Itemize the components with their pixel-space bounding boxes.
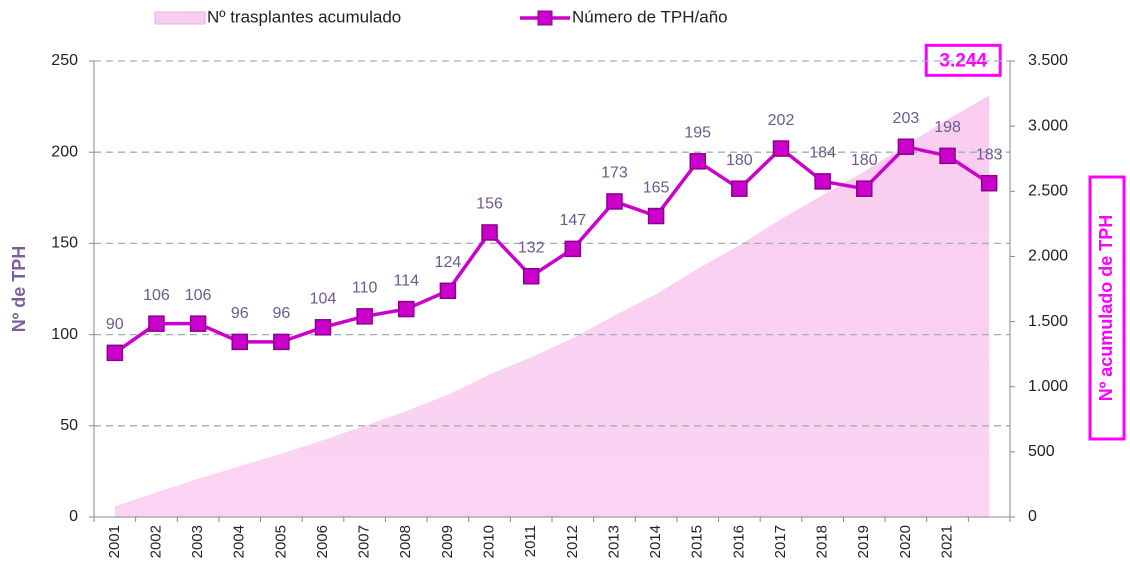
y2-axis-title: Nº acumulado de TPH: [1096, 215, 1116, 402]
data-label: 104: [310, 291, 337, 308]
marker: [273, 333, 290, 351]
area-edge: [114, 93, 990, 507]
marker: [564, 240, 582, 258]
x-tick-label: 2003: [189, 525, 206, 558]
data-label: 96: [231, 305, 249, 322]
data-label: 202: [768, 112, 795, 129]
x-tick-label: 2006: [314, 525, 331, 558]
marker: [148, 315, 165, 332]
x-tick-label: 2011: [522, 525, 539, 557]
x-tick-label: 2016: [730, 525, 747, 558]
y2-tick-label: 500: [1028, 443, 1055, 460]
y-axis-title: Nº de TPH: [9, 246, 29, 333]
y-tick-label: 100: [51, 326, 78, 343]
y-tick-label: 50: [60, 417, 78, 434]
marker: [772, 140, 790, 157]
marker: [189, 315, 207, 332]
data-label: 195: [684, 125, 711, 142]
data-label: 132: [518, 239, 545, 256]
y2-tick-label: 0: [1028, 508, 1037, 525]
marker: [897, 138, 915, 155]
data-label: 184: [809, 145, 836, 162]
y-tick-label: 250: [51, 52, 78, 69]
data-label: 198: [934, 119, 961, 136]
data-label: 203: [893, 110, 920, 127]
data-label: 106: [185, 287, 212, 304]
x-tick-label: 2014: [647, 525, 664, 558]
y2-tick-label: 3.000: [1028, 117, 1068, 134]
x-tick-label: 2001: [106, 525, 123, 558]
marker: [314, 319, 332, 336]
legend-marker: [537, 10, 553, 26]
marker: [606, 193, 623, 210]
marker: [731, 180, 748, 197]
x-tick-label: 2010: [481, 525, 498, 558]
legend-label: Número de TPH/año: [572, 7, 728, 26]
x-tick-label: 2004: [231, 525, 248, 558]
marker: [231, 333, 248, 351]
x-tick-label: 2018: [814, 525, 831, 558]
x-tick-label: 2015: [689, 525, 706, 558]
y2-tick-label: 1.500: [1028, 313, 1068, 330]
x-tick-label: 2021: [939, 525, 956, 558]
data-label: 110: [352, 280, 378, 297]
x-tick-label: 2020: [897, 525, 914, 558]
data-label: 90: [106, 316, 124, 333]
marker: [689, 153, 706, 170]
marker: [980, 174, 998, 192]
marker: [856, 180, 873, 197]
x-tick-label: 2005: [272, 525, 289, 558]
x-tick-label: 2017: [772, 525, 789, 558]
data-label: 173: [601, 165, 628, 182]
data-label: 114: [394, 272, 420, 289]
line: [113, 144, 991, 355]
y-tick-label: 0: [69, 508, 78, 525]
data-label: 147: [559, 212, 586, 229]
x-tick-label: 2009: [439, 525, 456, 558]
x-tick-label: 2008: [397, 525, 414, 558]
x-tick-label: 2012: [564, 525, 581, 558]
y2-tick-label: 1.000: [1028, 378, 1068, 395]
data-label: 180: [726, 152, 753, 169]
legend-swatch: [154, 11, 206, 25]
area: [114, 94, 990, 517]
data-label: 124: [435, 254, 462, 271]
x-tick-label: 2013: [605, 525, 622, 558]
data-label: 156: [476, 196, 503, 213]
legend-label: Nº trasplantes acumulado: [207, 7, 401, 26]
marker: [106, 344, 124, 362]
x-tick-label: 2002: [147, 525, 164, 558]
marker: [814, 173, 831, 190]
x-tick-label: 2019: [855, 525, 872, 558]
y2-tick-label: 3.500: [1028, 52, 1068, 69]
y2-tick-label: 2.000: [1028, 248, 1068, 265]
y-tick-label: 150: [51, 235, 78, 252]
marker: [439, 282, 457, 300]
marker: [522, 267, 540, 285]
y2-title-box: [1088, 175, 1126, 441]
y2-tick-label: 2.500: [1028, 183, 1068, 200]
marker: [398, 300, 415, 318]
data-label: 106: [143, 287, 170, 304]
marker: [481, 224, 498, 241]
data-label: 165: [643, 179, 670, 196]
data-label: 96: [272, 305, 290, 322]
marker: [939, 147, 956, 165]
data-label: 180: [851, 152, 878, 169]
x-tick-label: 2007: [356, 525, 373, 558]
data-label: 183: [976, 146, 1003, 163]
marker: [356, 308, 373, 325]
y-tick-label: 200: [51, 143, 78, 160]
marker: [647, 207, 665, 225]
